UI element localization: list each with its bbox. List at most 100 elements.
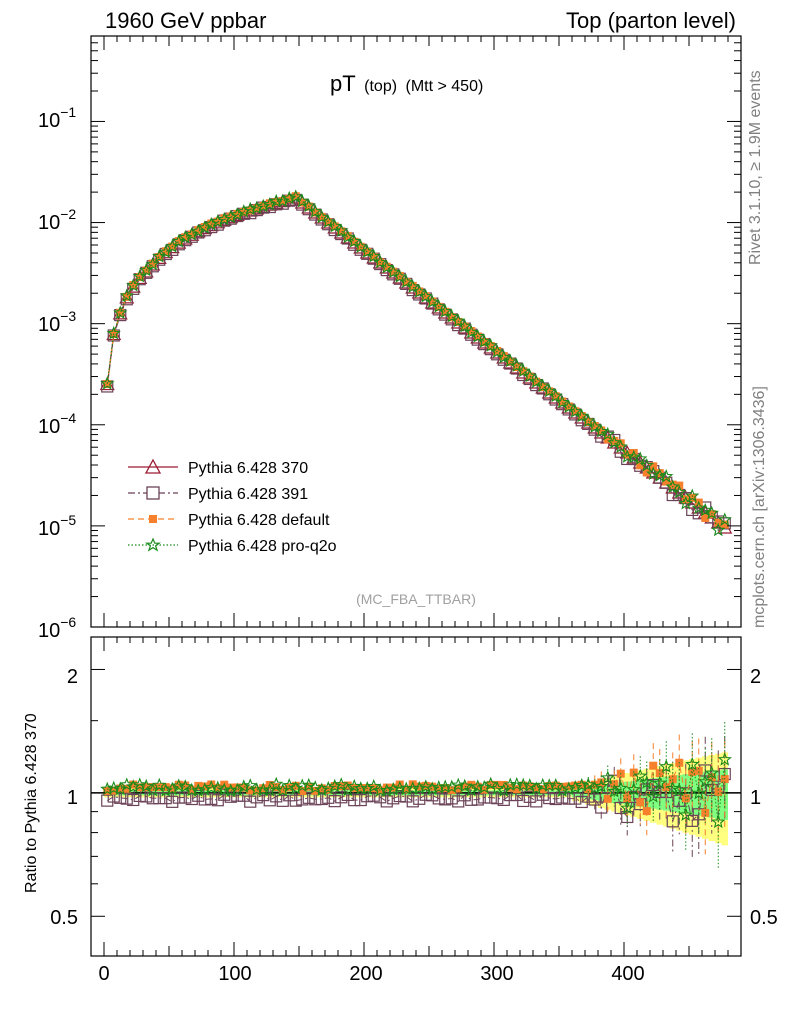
data-point	[145, 256, 160, 271]
ratio-point	[187, 785, 196, 794]
ratio-point	[421, 781, 430, 790]
data-point	[584, 418, 593, 427]
data-point	[685, 488, 700, 503]
ratio-point	[113, 781, 128, 796]
ratio-point	[561, 781, 576, 795]
top-panel-series	[99, 189, 733, 537]
ratio-point	[590, 780, 599, 789]
data-point	[288, 189, 303, 203]
ratio-point	[106, 780, 121, 795]
data-point	[334, 223, 349, 238]
ratio-point	[246, 786, 255, 795]
data-point	[285, 194, 294, 203]
data-point	[350, 237, 359, 246]
ratio-point	[317, 784, 326, 793]
ratio-point	[179, 791, 192, 804]
data-point	[512, 363, 521, 372]
data-point	[538, 383, 547, 392]
data-point	[672, 484, 687, 499]
data-point	[581, 413, 596, 428]
ratio-point	[465, 793, 478, 806]
data-point	[610, 436, 619, 445]
ratio-point	[564, 782, 573, 791]
legend-label-370: Pythia 6.428 370	[188, 460, 308, 477]
xtick-label-200: 200	[349, 963, 382, 985]
ratio-point	[217, 782, 232, 797]
ratio-point	[295, 778, 310, 792]
data-point	[107, 329, 120, 342]
ratio-point	[301, 777, 316, 792]
data-point	[113, 305, 128, 319]
ratio-point	[314, 782, 329, 797]
data-point	[207, 219, 216, 228]
data-point	[516, 363, 531, 378]
data-point	[210, 214, 225, 228]
data-point	[467, 327, 476, 336]
data-point	[402, 278, 411, 287]
data-point	[161, 247, 170, 256]
ratio-point	[198, 793, 211, 806]
ratio-point	[555, 783, 570, 797]
ratio-point	[672, 782, 687, 797]
data-point	[659, 469, 674, 483]
data-point	[337, 227, 346, 236]
data-point	[535, 378, 550, 393]
ratio-point	[532, 783, 541, 792]
data-point	[308, 204, 323, 218]
ratio-point	[285, 783, 294, 792]
data-point	[519, 367, 528, 376]
ratio-point	[302, 791, 315, 804]
data-point	[243, 201, 258, 216]
data-point	[665, 479, 680, 493]
ratio-point	[571, 781, 580, 790]
data-point	[421, 292, 430, 301]
data-point	[200, 223, 209, 232]
data-point	[454, 317, 463, 326]
ratio-point	[491, 792, 504, 805]
data-point	[152, 249, 167, 263]
ratio-series-3	[100, 721, 732, 868]
legend-marker-proq2o	[145, 537, 161, 552]
series-1	[101, 193, 731, 530]
data-point	[701, 513, 710, 522]
ratio-point	[597, 778, 606, 787]
ytick-label-ratio-05-right: 0.5	[750, 907, 778, 929]
data-point	[704, 505, 719, 520]
rivet-label: Rivet 3.1.10, ≥ 1.9M events	[747, 70, 764, 265]
ratio-point	[335, 791, 348, 804]
ratio-point	[717, 752, 732, 766]
data-point	[509, 358, 524, 372]
ytick-label-ratio-2-right: 2	[750, 666, 761, 688]
ratio-point	[402, 785, 411, 794]
ratio-point	[493, 780, 502, 789]
ratio-point	[369, 784, 378, 793]
legend-label-default: Pythia 6.428 default	[188, 512, 330, 529]
data-point	[639, 457, 654, 472]
data-point	[447, 313, 456, 322]
legend-entry-proq2o: Pythia 6.428 pro-q2o	[128, 537, 337, 555]
ratio-point	[275, 783, 290, 797]
ratio-point	[471, 793, 484, 806]
ratio-point	[621, 810, 634, 824]
ratio-point	[412, 780, 427, 795]
ratio-point	[408, 780, 417, 789]
ratio-point	[655, 769, 664, 778]
series-line	[106, 197, 726, 529]
ratio-point	[197, 782, 212, 796]
data-point	[577, 412, 586, 421]
data-point	[441, 307, 450, 316]
data-point	[668, 480, 677, 489]
ratio-point	[701, 808, 710, 817]
data-point	[194, 226, 203, 235]
plot-title-sub2: (Mtt > 450)	[406, 78, 484, 95]
ratio-point	[569, 792, 582, 805]
data-point	[298, 198, 307, 207]
data-point	[529, 374, 544, 389]
ratio-point	[327, 778, 342, 793]
ytick-label-ratio-05: 0.5	[50, 907, 78, 929]
ratio-point	[652, 775, 667, 790]
data-point	[688, 493, 697, 502]
ratio-point	[613, 780, 628, 795]
data-point	[249, 200, 264, 215]
ratio-point	[243, 778, 258, 792]
